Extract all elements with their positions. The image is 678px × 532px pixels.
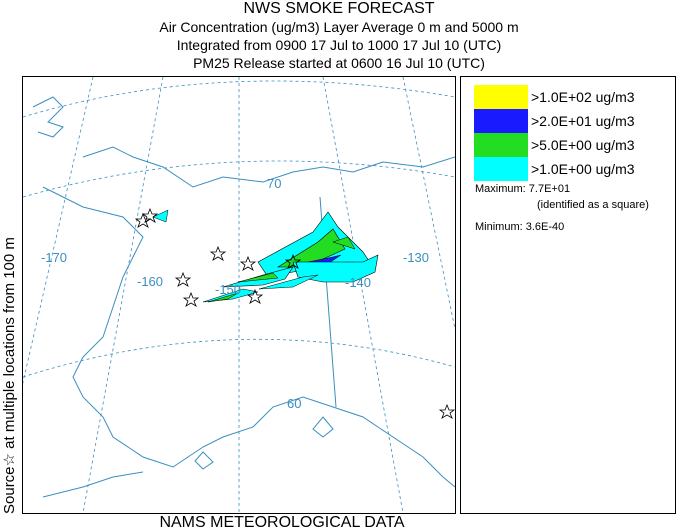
lon-170-label: -170 xyxy=(41,250,67,265)
lat-60-label: 60 xyxy=(287,396,301,411)
lon-150-label: -150 xyxy=(215,282,241,297)
meteorological-data-label: NAMS METEOROLOGICAL DATA xyxy=(159,514,405,531)
map-canvas: 70 60 -170 -160 -150 -140 -130 xyxy=(23,77,455,513)
legend-label-1: >1.0E+02 ug/m3 xyxy=(531,89,635,105)
maximum-value: Maximum: 7.7E+01 xyxy=(475,183,571,195)
legend-swatch-blue xyxy=(474,109,528,133)
legend-label-2: >2.0E+01 ug/m3 xyxy=(531,113,635,129)
legend-swatch-green xyxy=(474,133,528,157)
coastline xyxy=(32,96,455,498)
maximum-note: (identified as a square) xyxy=(537,199,649,211)
source-star-icon xyxy=(134,207,455,419)
integration-period: Integrated from 0900 17 Jul to 1000 17 J… xyxy=(176,37,502,53)
lat-70-label: 70 xyxy=(267,176,281,191)
lon-130-label: -130 xyxy=(403,250,429,265)
legend-label-3: >5.0E+00 ug/m3 xyxy=(531,137,635,153)
lon-160-label: -160 xyxy=(137,274,163,289)
lon-140-label: -140 xyxy=(345,275,371,290)
legend-swatch-yellow xyxy=(474,85,528,109)
minimum-value: Minimum: 3.6E-40 xyxy=(475,221,565,233)
smoke-map: 70 60 -170 -160 -150 -140 -130 xyxy=(22,76,456,514)
forecast-title: NWS SMOKE FORECAST xyxy=(243,0,435,17)
concentration-subtitle: Air Concentration (ug/m3) Layer Average … xyxy=(159,19,519,35)
legend-swatch-cyan xyxy=(474,157,528,181)
graticule xyxy=(23,77,455,513)
source-info-label: Source☆ at multiple locations from 100 m xyxy=(1,237,18,514)
legend-panel: >1.0E+02 ug/m3 >2.0E+01 ug/m3 >5.0E+00 u… xyxy=(460,76,676,514)
legend-label-4: >1.0E+00 ug/m3 xyxy=(531,161,635,177)
release-info: PM25 Release started at 0600 16 Jul 10 (… xyxy=(193,55,485,71)
